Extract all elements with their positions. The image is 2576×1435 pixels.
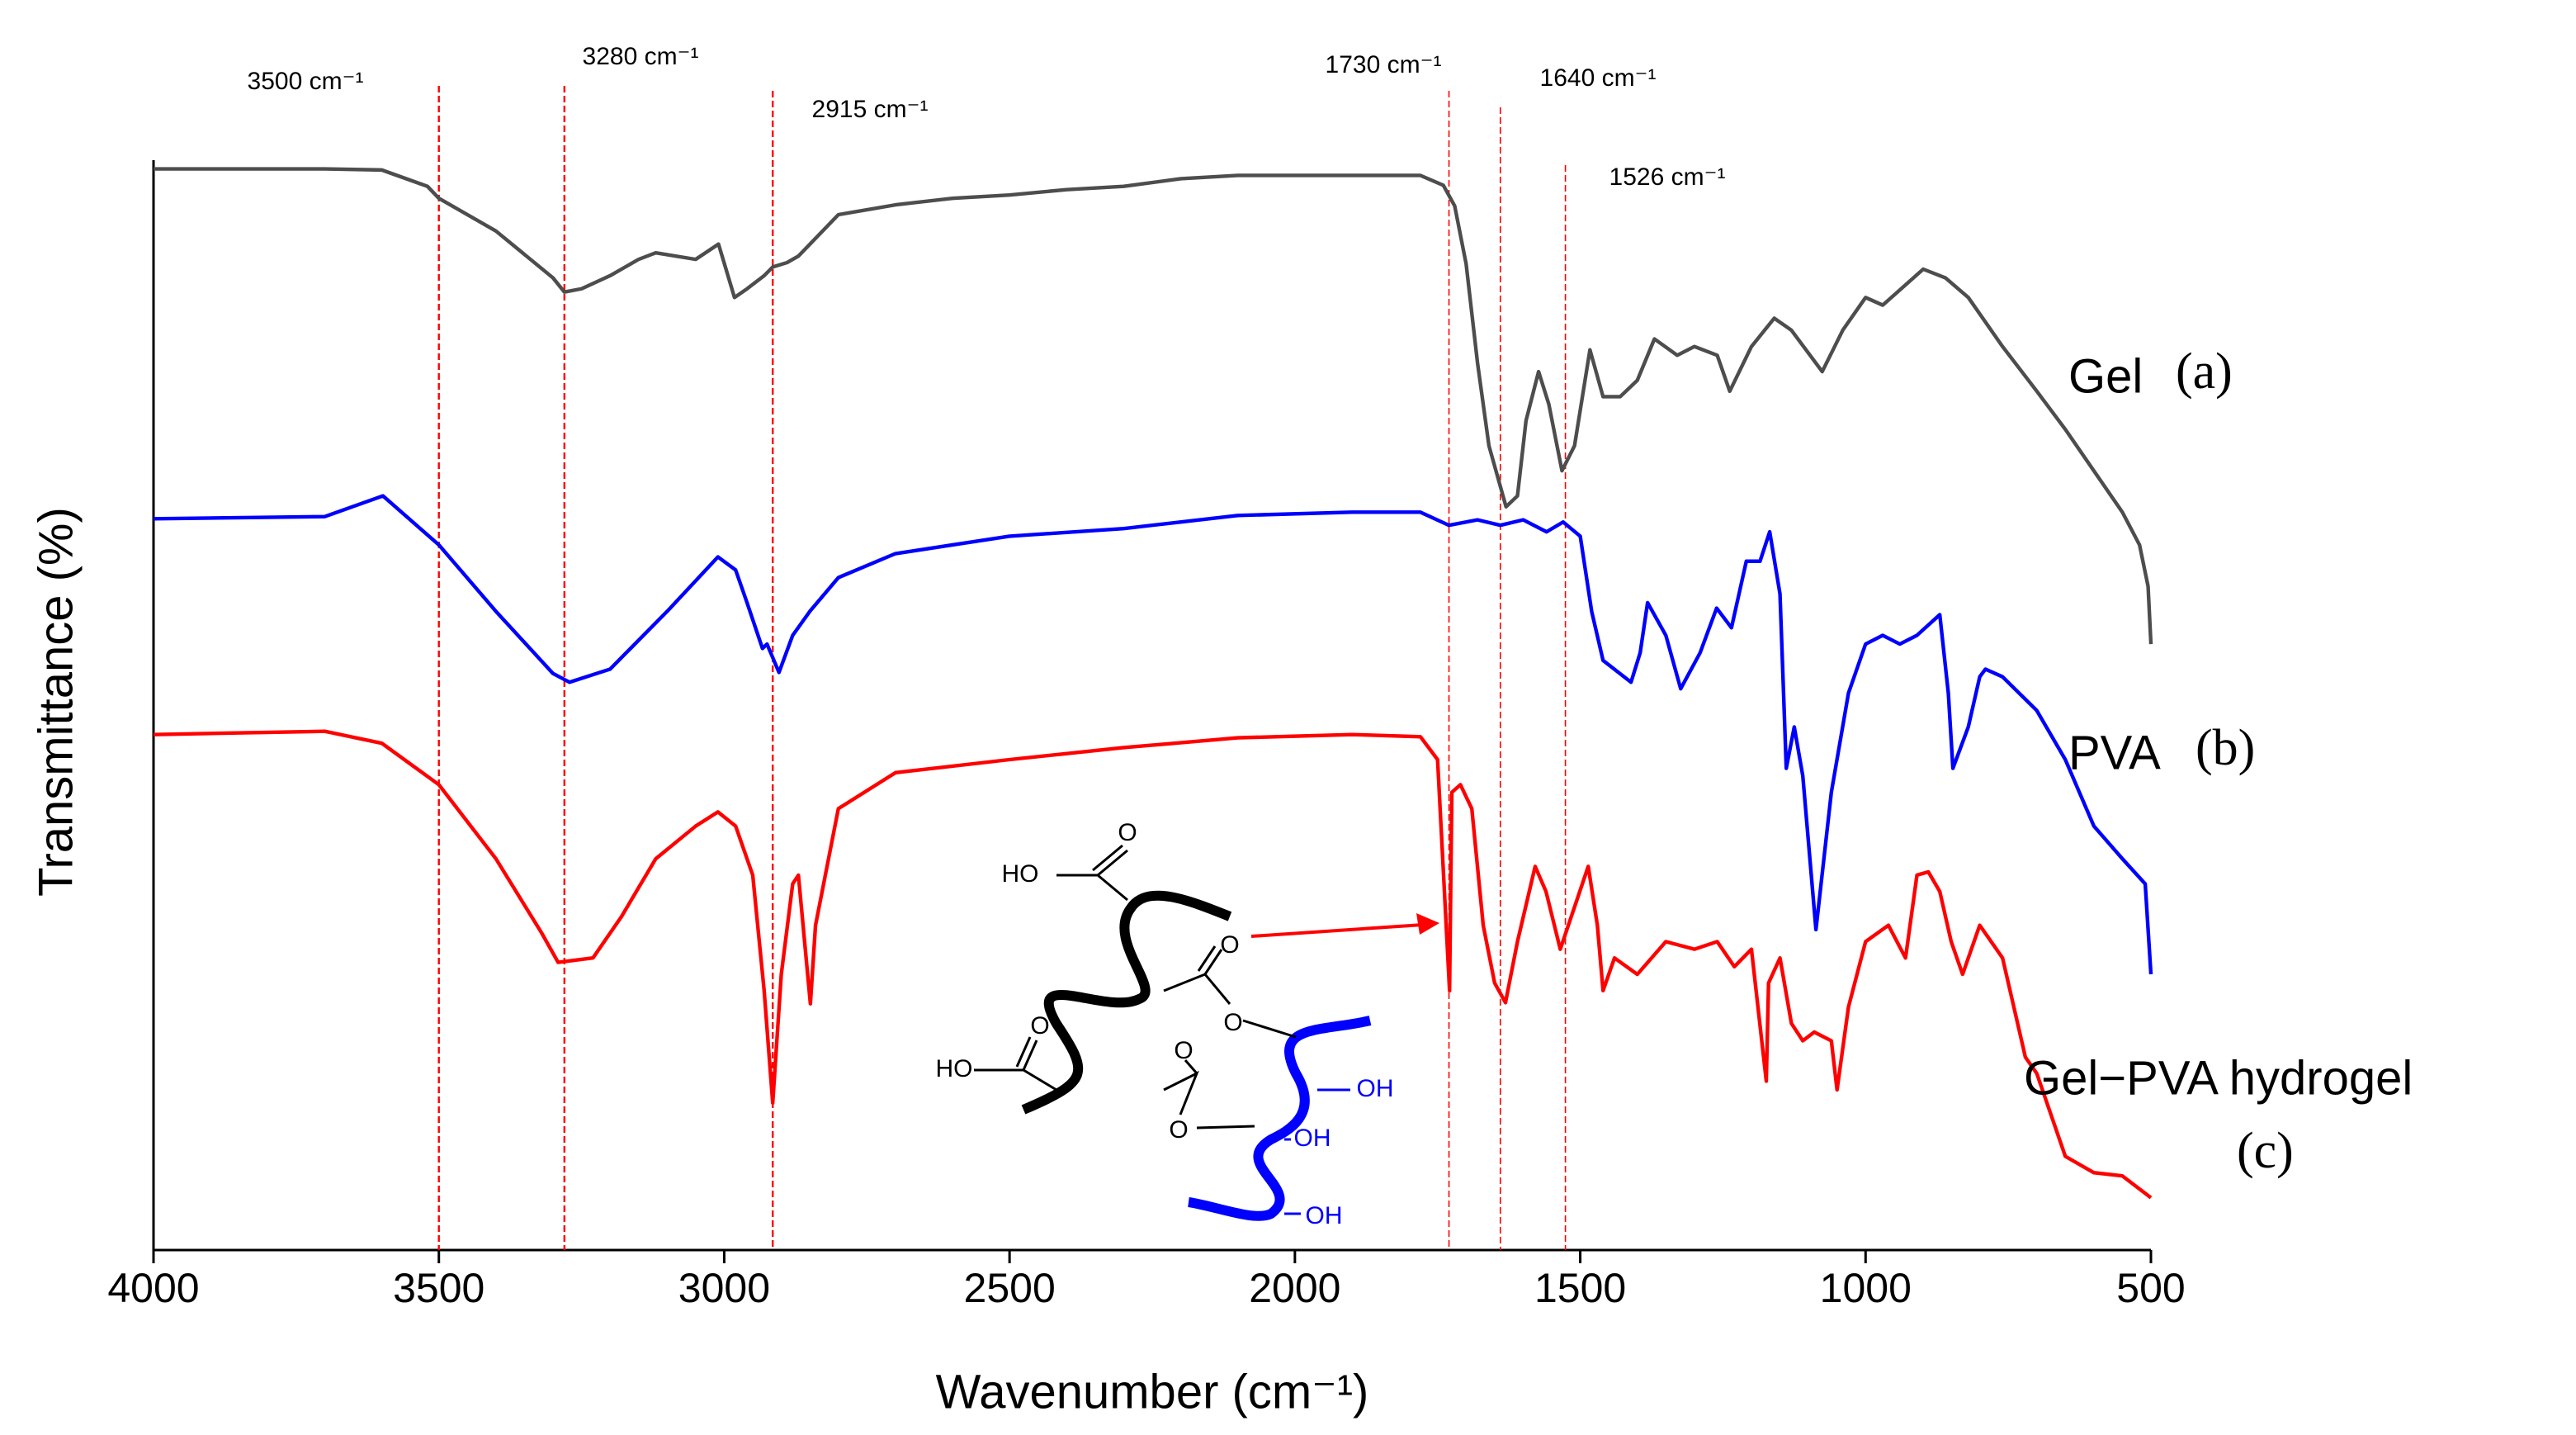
pva-chain (1188, 1016, 1372, 1221)
x-tick-label: 1500 (1534, 1265, 1626, 1311)
series-line (154, 167, 2153, 645)
annotation-label: 1730 cm⁻¹ (1326, 51, 1442, 78)
series-label: Gel (2068, 349, 2143, 403)
inset-label: O (1223, 1009, 1242, 1036)
gel-chain (1021, 890, 1232, 1115)
annotation-label: 2915 cm⁻¹ (812, 96, 929, 123)
inset-label: O (1174, 1037, 1193, 1064)
x-tick-label: 500 (2116, 1265, 2185, 1311)
x-tick-label: 1000 (1820, 1265, 1912, 1311)
inset-structure: HO O O O HO O O O OH OH OH (936, 819, 1439, 1229)
series-tag: (a) (2176, 343, 2233, 400)
inset-label: HO (936, 1055, 973, 1082)
annotation-label: 1640 cm⁻¹ (1540, 64, 1657, 92)
annotation-label: 3500 cm⁻¹ (248, 68, 364, 95)
x-tick-label: 3000 (678, 1265, 770, 1311)
inset-label: HO (1002, 860, 1039, 888)
inset-label: O (1220, 931, 1239, 959)
series-tag: (c) (2237, 1123, 2294, 1179)
inset-label: OH (1357, 1075, 1394, 1102)
x-tick-label: 3500 (393, 1265, 484, 1311)
annotation-label: 1526 cm⁻¹ (1609, 163, 1726, 191)
series-line (153, 729, 2153, 1200)
series-line (153, 494, 2153, 975)
x-tick-label: 2500 (964, 1265, 1056, 1311)
y-axis-label: Transmittance (%) (29, 507, 83, 897)
inset-label: O (1118, 819, 1137, 846)
inset-label: OH (1306, 1202, 1343, 1229)
series-label: Gel−PVA hydrogel (2024, 1051, 2413, 1105)
series-label: PVA (2068, 726, 2161, 779)
inset-label: OH (1294, 1125, 1331, 1152)
x-axis-label: Wavenumber (cm⁻¹) (936, 1365, 1369, 1418)
annotation-label: 3280 cm⁻¹ (583, 43, 699, 70)
x-tick-label: 4000 (107, 1265, 199, 1311)
inset-label: O (1030, 1012, 1049, 1040)
inset-label: O (1169, 1116, 1188, 1144)
x-tick-label: 2000 (1249, 1265, 1340, 1311)
series-tag: (b) (2196, 720, 2255, 776)
